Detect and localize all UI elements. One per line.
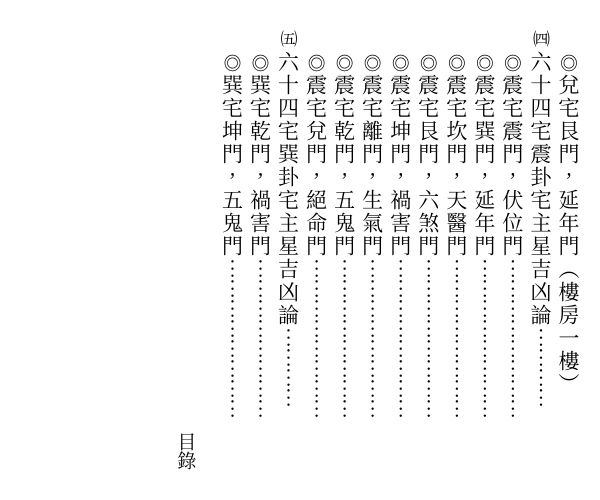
bullet-marker: ◎ [247,54,273,74]
leader-dots: ⋯⋯⋯⋯⋯⋯⋯⋯ [217,258,247,418]
leader-dots: ⋯⋯⋯⋯ [526,327,556,407]
leader-dots: ⋯⋯⋯⋯ [274,327,304,407]
entry-text: 震宅巽門，延年門 [470,74,500,258]
toc-entry: ◎巽宅乾門，禍害門⋯⋯⋯⋯⋯⋯⋯⋯ [249,30,271,480]
section-number: ㈣ [529,30,554,49]
toc-container: ◎兌宅艮門，延年門（樓房一樓）㈣六十四宅震卦宅主星吉凶論⋯⋯⋯⋯◎震宅震門，伏位… [0,0,600,500]
entry-text: 巽宅坤門，五鬼門 [217,74,247,258]
entry-text: 六十四宅震卦宅主星吉凶論 [526,51,556,327]
bullet-marker: ◎ [304,54,330,74]
bullet-marker: ◎ [388,54,414,74]
toc-entry: ◎震宅乾門，五鬼門⋯⋯⋯⋯⋯⋯⋯⋯ [334,30,356,480]
entry-text: 震宅艮門，六煞門 [414,74,444,258]
bullet-marker: ◎ [500,54,526,74]
toc-entry: ㈤六十四宅巽卦宅主星吉凶論⋯⋯⋯⋯ [277,30,299,480]
bullet-marker: ◎ [219,54,245,74]
leader-dots: ⋯⋯⋯⋯⋯⋯⋯⋯ [442,258,472,418]
entry-text: 震宅兌門，絕命門 [302,74,332,258]
entry-text: 震宅震門，伏位門 [498,74,528,258]
entry-text: 六十四宅巽卦宅主星吉凶論 [274,51,304,327]
leader-dots: ⋯⋯⋯⋯⋯⋯⋯⋯ [302,258,332,418]
leader-dots: ⋯⋯⋯⋯⋯⋯⋯⋯ [358,258,388,418]
entry-text: 震宅乾門，五鬼門 [330,74,360,258]
toc-entry: ㈣六十四宅震卦宅主星吉凶論⋯⋯⋯⋯ [530,30,552,480]
bullet-marker: ◎ [556,54,582,74]
entry-text: 兌宅艮門，延年門（樓房一樓） [554,74,584,396]
entry-text: 震宅離門，生氣門 [358,74,388,258]
bullet-marker: ◎ [444,54,470,74]
entry-text: 震宅坎門，天醫門 [442,74,472,258]
section-number: ㈤ [277,30,302,49]
toc-entry: ◎震宅巽門，延年門⋯⋯⋯⋯⋯⋯⋯⋯ [474,30,496,480]
toc-entry: ◎震宅艮門，六煞門⋯⋯⋯⋯⋯⋯⋯⋯ [418,30,440,480]
leader-dots: ⋯⋯⋯⋯⋯⋯⋯⋯ [245,258,275,418]
toc-entry: ◎震宅坎門，天醫門⋯⋯⋯⋯⋯⋯⋯⋯ [446,30,468,480]
leader-dots: ⋯⋯⋯⋯⋯⋯⋯⋯ [414,258,444,418]
bullet-marker: ◎ [416,54,442,74]
toc-entry: ◎震宅離門，生氣門⋯⋯⋯⋯⋯⋯⋯⋯ [362,30,384,480]
toc-entry: ◎兌宅艮門，延年門（樓房一樓） [558,30,580,480]
entry-text: 震宅坤門，禍害門 [386,74,416,258]
leader-dots: ⋯⋯⋯⋯⋯⋯⋯⋯ [498,258,528,418]
leader-dots: ⋯⋯⋯⋯⋯⋯⋯⋯ [330,258,360,418]
bullet-marker: ◎ [472,54,498,74]
toc-entry: ◎震宅坤門，禍害門⋯⋯⋯⋯⋯⋯⋯⋯ [390,30,412,480]
entry-text: 巽宅乾門，禍害門 [245,74,275,258]
toc-entry: ◎震宅兌門，絕命門⋯⋯⋯⋯⋯⋯⋯⋯ [306,30,328,480]
leader-dots: ⋯⋯⋯⋯⋯⋯⋯⋯ [470,258,500,418]
toc-entry: ◎巽宅坤門，五鬼門⋯⋯⋯⋯⋯⋯⋯⋯ [221,30,243,480]
bullet-marker: ◎ [360,54,386,74]
bullet-marker: ◎ [332,54,358,74]
toc-entry: ◎震宅震門，伏位門⋯⋯⋯⋯⋯⋯⋯⋯ [502,30,524,480]
leader-dots: ⋯⋯⋯⋯⋯⋯⋯⋯ [386,258,416,418]
page-footer-label: 目錄 [173,432,200,490]
